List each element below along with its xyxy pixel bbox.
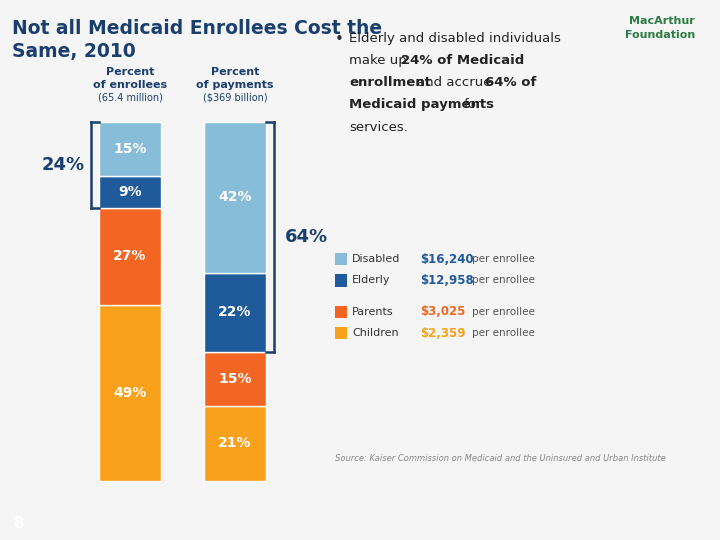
Text: 22%: 22% <box>218 305 252 319</box>
Text: make up: make up <box>349 54 411 67</box>
Text: enrollment: enrollment <box>349 76 431 89</box>
Bar <box>204 406 266 481</box>
Bar <box>335 274 347 287</box>
Bar <box>99 122 161 176</box>
Text: Source: Kaiser Commission on Medicaid and the Uninsured and Urban Institute: Source: Kaiser Commission on Medicaid an… <box>335 454 666 463</box>
Text: and accrue: and accrue <box>417 76 496 89</box>
Text: Percent: Percent <box>106 67 154 77</box>
Text: Foundation: Foundation <box>625 30 695 39</box>
Text: services.: services. <box>349 120 408 133</box>
Text: 15%: 15% <box>113 141 147 156</box>
Text: Elderly and disabled individuals: Elderly and disabled individuals <box>349 32 561 45</box>
Text: •: • <box>335 32 344 47</box>
Text: $2,359: $2,359 <box>420 327 466 340</box>
Bar <box>99 208 161 305</box>
Text: $16,240: $16,240 <box>420 253 474 266</box>
Text: per enrollee: per enrollee <box>472 254 535 264</box>
Bar <box>335 327 347 340</box>
Text: 64% of: 64% of <box>485 76 536 89</box>
Text: Elderly: Elderly <box>352 275 390 285</box>
Text: of enrollees: of enrollees <box>93 80 167 90</box>
Text: 15%: 15% <box>218 372 252 386</box>
Text: per enrollee: per enrollee <box>472 328 535 338</box>
Bar <box>99 305 161 481</box>
Text: 27%: 27% <box>113 249 147 264</box>
Text: of payments: of payments <box>197 80 274 90</box>
Bar <box>335 306 347 318</box>
Bar <box>335 253 347 266</box>
Text: 9%: 9% <box>118 185 142 199</box>
Text: 64%: 64% <box>284 228 328 246</box>
Text: Percent: Percent <box>211 67 259 77</box>
Text: $3,025: $3,025 <box>420 306 465 319</box>
Text: Same, 2010: Same, 2010 <box>12 42 136 62</box>
Text: 21%: 21% <box>218 436 252 450</box>
Text: 42%: 42% <box>218 190 252 204</box>
Bar <box>204 352 266 406</box>
Text: Parents: Parents <box>352 307 394 317</box>
Bar <box>99 176 161 208</box>
Bar <box>204 273 266 352</box>
Text: Not all Medicaid Enrollees Cost the: Not all Medicaid Enrollees Cost the <box>12 19 382 38</box>
Text: for: for <box>464 98 482 111</box>
Text: per enrollee: per enrollee <box>472 275 535 285</box>
Text: per enrollee: per enrollee <box>472 307 535 317</box>
Text: 8: 8 <box>13 516 24 531</box>
Bar <box>204 122 266 273</box>
Text: Medicaid payments: Medicaid payments <box>349 98 494 111</box>
Text: 24% of Medicaid: 24% of Medicaid <box>401 54 524 67</box>
Text: Children: Children <box>352 328 399 338</box>
Text: $12,958: $12,958 <box>420 274 474 287</box>
Text: Disabled: Disabled <box>352 254 400 264</box>
Text: MacArthur: MacArthur <box>629 16 695 26</box>
Text: 49%: 49% <box>113 386 147 400</box>
Text: ($369 billion): ($369 billion) <box>203 92 267 103</box>
Text: (65.4 million): (65.4 million) <box>98 92 163 103</box>
Text: 24%: 24% <box>42 156 84 174</box>
